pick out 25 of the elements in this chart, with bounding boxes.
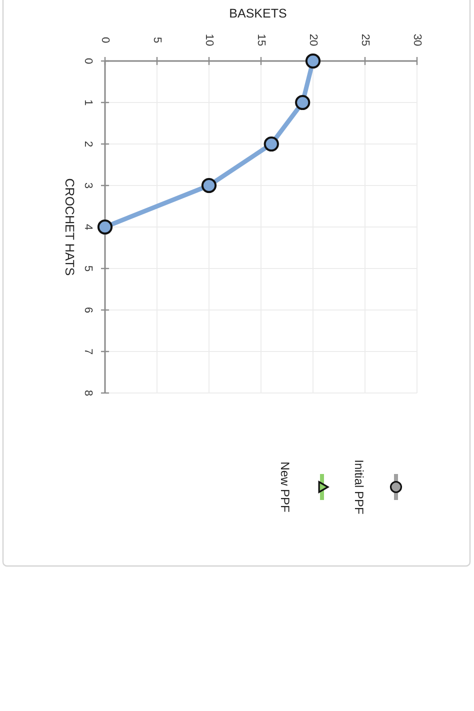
y-tick-label: 5 (82, 265, 94, 272)
y-tick-label: 1 (82, 99, 94, 106)
x-tick-label: 0 (99, 36, 112, 44)
y-tick-label: 0 (82, 58, 94, 64)
point (295, 94, 310, 110)
x-tick-label: 25 (359, 34, 372, 46)
y-tick-label: 8 (82, 390, 94, 396)
point (97, 219, 113, 235)
x-axis-title: BASKETS (229, 6, 287, 20)
y-tick-label: 7 (82, 348, 94, 355)
point (201, 178, 217, 194)
y-tick-label: 6 (82, 306, 94, 314)
x-tick-label: 15 (255, 34, 268, 46)
point (305, 53, 321, 69)
point (264, 136, 279, 152)
x-tick-label: 30 (411, 34, 424, 46)
y-axis-title: CROCHET HATS (62, 178, 77, 276)
y-tick-label: 2 (82, 140, 94, 148)
y-tick-label: 4 (82, 224, 94, 230)
y-tick-label: 3 (82, 182, 94, 189)
x-tick-label: 10 (203, 34, 216, 46)
x-tick-label: 20 (307, 34, 320, 46)
x-tick-label: 5 (151, 36, 164, 44)
legend-label: New PPF (278, 462, 292, 512)
legend-label: Initial PPF (352, 460, 366, 514)
